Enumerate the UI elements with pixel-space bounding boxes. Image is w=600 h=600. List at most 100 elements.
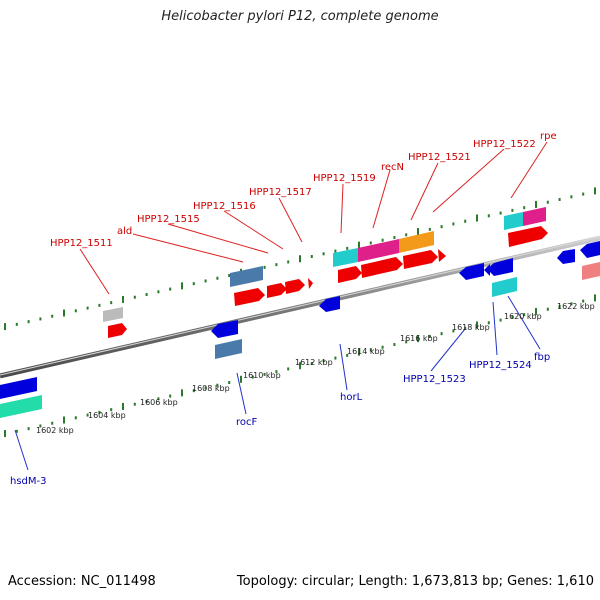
gene-hpp12-1521[interactable] <box>403 250 438 269</box>
scale-tick <box>334 356 337 360</box>
scale-tick <box>417 228 419 236</box>
top-gene-label[interactable]: HPP12_1515 <box>137 214 200 225</box>
gene-hsdm-3[interactable] <box>0 377 37 399</box>
scale-tick <box>535 200 537 208</box>
upper-scale-dots <box>4 187 596 331</box>
scale-tick <box>511 208 514 212</box>
gene-hpp12-1523b[interactable] <box>484 264 490 276</box>
scale-tick <box>393 343 396 347</box>
accession-text: Accession: NC_011498 <box>8 574 156 589</box>
scale-tick <box>145 293 148 297</box>
gene-hpp12-1519[interactable] <box>338 266 362 283</box>
feature-cyan-1522[interactable] <box>504 212 523 230</box>
feature-magenta-recn[interactable] <box>358 239 399 262</box>
scale-tick <box>39 317 42 321</box>
gene-hpp12-1517[interactable] <box>308 278 313 289</box>
scale-tick <box>299 362 301 370</box>
scale-tick <box>98 303 101 307</box>
top-gene-label[interactable]: HPP12_1521 <box>408 152 471 163</box>
scale-tick <box>558 305 561 309</box>
gene-fbp[interactable] <box>557 249 575 264</box>
bottom-gene-label[interactable]: HPP12_1523 <box>403 374 466 385</box>
scale-tick <box>476 321 478 329</box>
scale-tick <box>275 263 278 267</box>
gene-hpp12-1524[interactable] <box>487 258 513 276</box>
top-gene-label[interactable]: rpe <box>540 131 557 142</box>
gene-rocf[interactable] <box>211 320 238 338</box>
bottom-gene-label[interactable]: fbp <box>534 352 550 363</box>
scale-tick <box>110 408 113 412</box>
top-gene-label[interactable]: HPP12_1516 <box>193 201 256 212</box>
scale-tick <box>570 195 573 199</box>
top-gene-label[interactable]: HPP12_1517 <box>249 187 312 198</box>
scale-tick <box>310 255 313 259</box>
top-leaders <box>79 141 548 295</box>
feature-steel-rocf[interactable] <box>215 339 242 359</box>
scale-tick <box>582 299 585 303</box>
top-gene-label[interactable]: ald <box>117 226 132 237</box>
gene-ald[interactable] <box>234 288 265 306</box>
scale-tick <box>535 307 537 315</box>
feature-magenta-rpe[interactable] <box>523 207 546 226</box>
gene-horl[interactable] <box>319 296 340 312</box>
gene-hpp12-1521b[interactable] <box>438 249 446 262</box>
gene-right-edge[interactable] <box>580 241 600 258</box>
gene-hpp12-1511[interactable] <box>108 323 127 338</box>
scale-tick <box>204 386 207 390</box>
scale-tick <box>169 287 172 291</box>
gene-hpp12-1523[interactable] <box>459 263 484 280</box>
scale-tick <box>287 367 290 371</box>
scale-tick <box>86 413 89 417</box>
scale-tick <box>523 206 526 210</box>
scale-tick <box>570 302 573 306</box>
scale-tick <box>381 238 384 242</box>
feature-cyan-1524[interactable] <box>492 277 517 297</box>
scale-tick <box>133 402 136 406</box>
scale-tick <box>228 381 231 385</box>
scale-tick <box>499 318 502 322</box>
scale-tick <box>122 295 124 303</box>
feature-gray[interactable] <box>103 307 123 322</box>
feature-pink-edge[interactable] <box>582 262 600 280</box>
scale-tick <box>263 265 266 269</box>
feature-steel-top[interactable] <box>230 266 263 287</box>
bottom-gene-label[interactable]: hsdM-3 <box>10 476 47 487</box>
top-gene-label[interactable]: HPP12_1511 <box>50 238 113 249</box>
scale-tick <box>393 236 396 240</box>
bottom-gene-label[interactable]: horL <box>340 392 363 403</box>
scale-tick <box>440 332 443 336</box>
scale-tick <box>405 340 408 344</box>
top-gene-label[interactable]: HPP12_1519 <box>313 173 376 184</box>
top-gene-label[interactable]: HPP12_1522 <box>473 139 536 150</box>
scale-tick <box>464 219 467 223</box>
gene-hpp12-1515[interactable] <box>267 283 287 298</box>
feature-cyan-1519[interactable] <box>333 248 358 267</box>
gene-hpp12-1522[interactable] <box>508 226 548 247</box>
bottom-gene-label[interactable]: HPP12_1524 <box>469 360 532 371</box>
scale-tick <box>546 307 549 311</box>
feature-orange-1521[interactable] <box>399 231 434 253</box>
bottom-gene-label[interactable]: rocF <box>236 417 258 428</box>
scale-tick <box>558 198 561 202</box>
gene-recn[interactable] <box>361 257 403 278</box>
top-labels: HPP12_1511 ald HPP12_1515 HPP12_1516 HPP12_1… <box>50 131 557 249</box>
scale-tick <box>346 246 349 250</box>
scale-tick <box>511 315 514 319</box>
bottom-leaders <box>14 295 541 471</box>
reverse-genes <box>0 241 600 399</box>
scale-tick <box>287 260 290 264</box>
scale-tick <box>369 241 372 245</box>
scale-tick <box>594 187 596 195</box>
gene-hpp12-1516[interactable] <box>285 279 305 294</box>
scale-tick <box>4 430 6 438</box>
scale-tick <box>452 222 455 226</box>
feature-green-hsdm[interactable] <box>0 395 42 418</box>
scale-tick <box>63 416 65 424</box>
coordinate-label: 1612 kbp <box>295 358 333 367</box>
top-gene-label[interactable]: recN <box>381 162 404 173</box>
scale-tick <box>145 400 148 404</box>
scale-tick <box>299 255 301 263</box>
scale-tick <box>157 290 160 294</box>
scale-tick <box>322 252 325 256</box>
scale-tick <box>417 335 419 343</box>
